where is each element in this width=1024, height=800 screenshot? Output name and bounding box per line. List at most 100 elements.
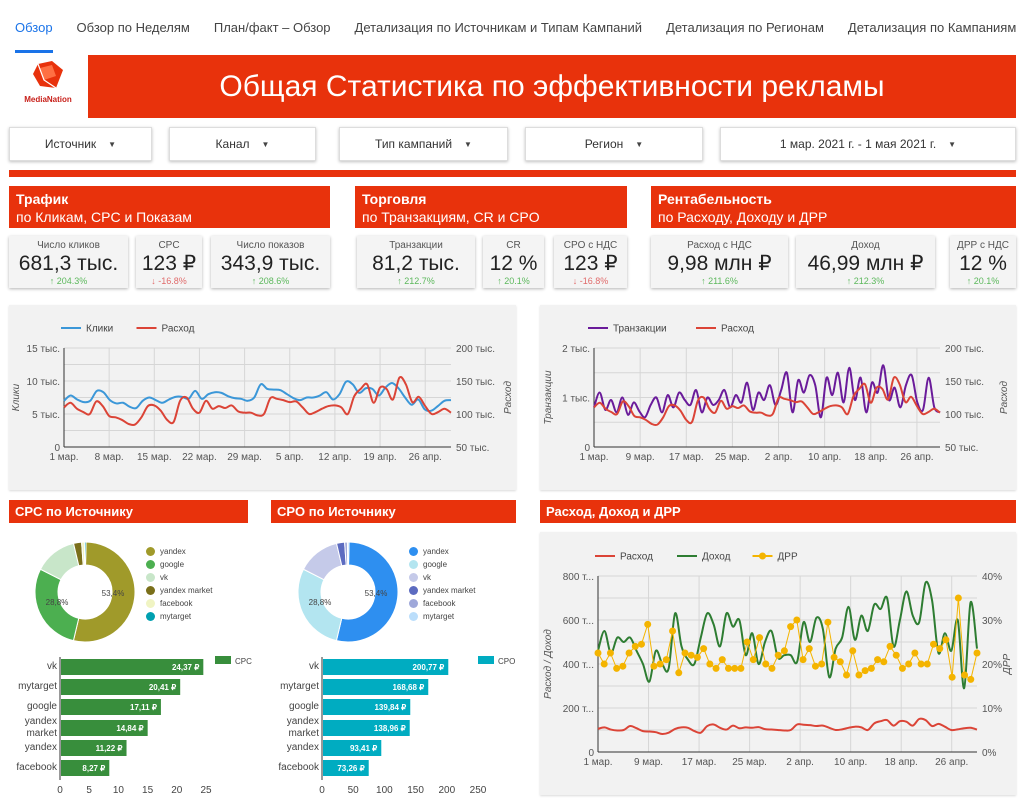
chart-clicks-spend: Клики Расход 1 мар. 8 мар. 15 мар. 22 мар. 29 …: [9, 305, 516, 490]
legend-dot-icon: [146, 573, 155, 582]
logo: MediaNation: [8, 55, 88, 118]
series-line-1: [593, 376, 941, 427]
x-tick-label: 100: [376, 785, 393, 795]
filter-label: Тип кампаний: [375, 137, 453, 151]
kpi-delta: ↓ -16.8%: [151, 276, 187, 286]
y2-tick-label: 200 тыс.: [456, 344, 495, 355]
drr-point: [787, 623, 795, 631]
legend-item: facebook: [409, 599, 479, 609]
section-title: Трафик: [16, 191, 69, 207]
caret-down-icon: ▼: [464, 139, 472, 149]
y2-axis-title: ДРР: [1002, 653, 1013, 675]
x-tick-label: 10 апр.: [808, 452, 841, 463]
kpi-cpo: CPO с НДС 123 ₽ ↓ -16.8%: [554, 236, 627, 288]
pie-slice-mytarget: [83, 541, 87, 566]
kpi-label: Число кликов: [37, 240, 100, 251]
bar: [323, 760, 369, 776]
divider: [9, 170, 1016, 177]
drr-point: [656, 660, 664, 668]
pie-data-label: 53,4%: [365, 589, 388, 598]
drr-point: [712, 664, 720, 672]
drr-point: [861, 667, 869, 675]
legend-label: ДРР: [778, 552, 798, 563]
filter-channel[interactable]: Канал ▼: [169, 127, 316, 161]
bar-value-label: 14,84 ₽: [116, 724, 143, 733]
kpi-value: 9,98 млн ₽: [667, 252, 772, 275]
kpi-label: Расход с НДС: [687, 240, 752, 251]
kpi-delta: ↑ 212.3%: [846, 276, 885, 286]
filter-campaign-type[interactable]: Тип кампаний ▼: [339, 127, 508, 161]
legend-item: mytarget: [409, 612, 479, 622]
drr-point: [843, 671, 851, 679]
bar: [61, 659, 204, 675]
tab-campaigns[interactable]: Детализация по Кампаниям: [847, 20, 1017, 35]
section-subtitle: по Расходу, Доходу и ДРР: [658, 209, 828, 225]
legend-label: Транзакции: [613, 324, 667, 335]
y-tick-label: 200 т...: [563, 704, 594, 715]
drr-point: [911, 649, 919, 657]
tab-overview[interactable]: Обзор: [15, 0, 53, 55]
drr-point: [855, 671, 863, 679]
tab-plan-fact[interactable]: План/факт – Обзор: [213, 20, 331, 35]
section-subtitle: по Транзакциям, CR и CPO: [362, 209, 540, 225]
kpi-label: ДРР с НДС: [957, 240, 1009, 251]
drr-point: [669, 627, 677, 635]
x-tick-label: 5: [86, 785, 92, 795]
x-tick-label: 15: [142, 785, 154, 795]
legend-item: google: [409, 560, 479, 570]
legend-label: Клики: [86, 324, 113, 335]
date-range-picker[interactable]: 1 мар. 2021 г. - 1 мая 2021 г. ▼: [720, 127, 1016, 161]
drr-point: [613, 664, 621, 672]
drr-point: [867, 664, 875, 672]
bar: [61, 679, 181, 695]
legend-item: mytarget: [146, 612, 216, 622]
legend-label: Расход: [721, 324, 754, 335]
kpi-drr: ДРР с НДС 12 % ↑ 20.1%: [950, 236, 1016, 288]
drr-point: [898, 664, 906, 672]
series-line-0: [593, 364, 941, 419]
x-tick-label: 25 мар.: [732, 757, 767, 768]
x-tick-label: 26 апр.: [409, 452, 442, 463]
section-subtitle: по Кликам, CPC и Показам: [16, 209, 192, 225]
x-tick-label: 15 мар.: [137, 452, 172, 463]
kpi-delta: ↑ 20.1%: [966, 276, 1000, 286]
legend-swatch: [478, 656, 494, 664]
pie-data-label: 28,8%: [309, 598, 332, 607]
drr-point: [625, 649, 633, 657]
x-tick-label: 9 мар.: [626, 452, 655, 463]
page-title: Общая Статистика по эффективности реклам…: [88, 55, 1016, 118]
section-trade: Торговля по Транзакциям, CR и CPO: [355, 186, 627, 228]
pie-data-label: 53,4%: [102, 589, 125, 598]
x-tick-label: 10: [113, 785, 125, 795]
tab-bar: Обзор Обзор по Неделям План/факт – Обзор…: [0, 0, 1024, 55]
filter-region[interactable]: Регион ▼: [525, 127, 703, 161]
bar-category-label: facebook: [16, 762, 57, 773]
bar: [61, 760, 110, 776]
filter-label: Канал: [215, 137, 250, 151]
x-tick-label: 20: [171, 785, 183, 795]
caret-down-icon: ▼: [261, 139, 270, 149]
x-tick-label: 1 мар.: [583, 757, 612, 768]
x-tick-label: 12 апр.: [318, 452, 351, 463]
y2-tick-label: 0%: [982, 748, 997, 759]
drr-point: [917, 660, 925, 668]
y-tick-label: 400 т...: [563, 660, 594, 671]
drr-point: [762, 660, 770, 668]
drr-point: [793, 616, 801, 624]
filter-source[interactable]: Источник ▼: [9, 127, 152, 161]
legend-label: facebook: [160, 599, 193, 608]
legend-item: yandex: [409, 547, 479, 557]
kpi-value: 12 %: [489, 252, 538, 275]
legend-dot-icon: [409, 560, 418, 569]
legend-label: mytarget: [160, 612, 192, 621]
section-spend-income-drr: Расход, Доход и ДРР: [540, 500, 1016, 523]
tab-weekly[interactable]: Обзор по Неделям: [76, 20, 190, 35]
bar-category-label: vk: [47, 661, 57, 672]
drr-point: [637, 640, 645, 648]
tab-sources[interactable]: Детализация по Источникам и Типам Кампан…: [354, 20, 643, 35]
tab-regions[interactable]: Детализация по Регионам: [666, 20, 824, 35]
legend-dot-icon: [409, 586, 418, 595]
x-tick-label: 9 мар.: [634, 757, 663, 768]
x-tick-label: 200: [438, 785, 455, 795]
legend-label: google: [160, 560, 185, 569]
